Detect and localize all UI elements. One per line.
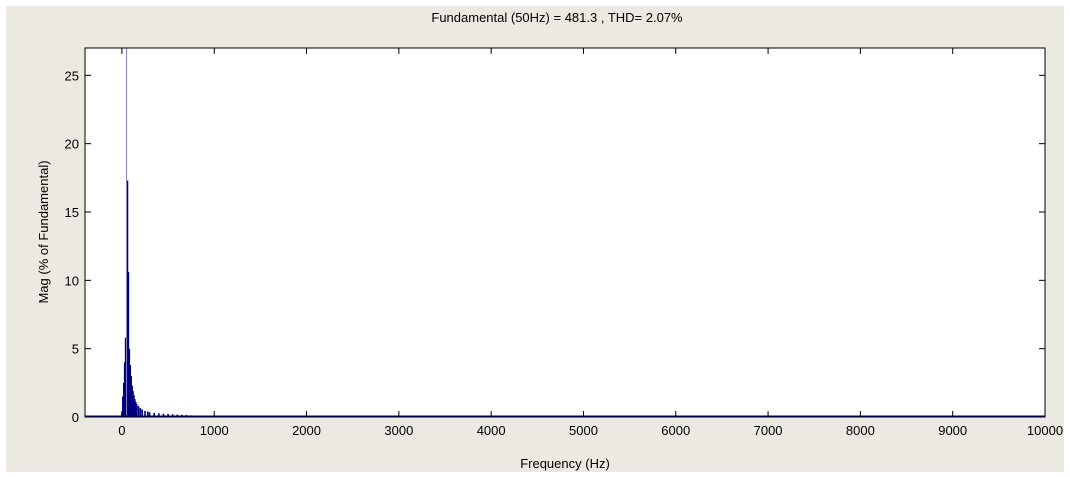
- harmonic-bar: [144, 410, 146, 417]
- harmonic-bar: [133, 395, 135, 417]
- y-tick-label: 25: [65, 68, 79, 83]
- x-tick-label: 2000: [292, 423, 321, 438]
- harmonic-bar: [158, 413, 160, 417]
- harmonic-bar: [124, 337, 127, 417]
- harmonic-bar: [128, 348, 131, 417]
- harmonic-bar: [122, 396, 124, 417]
- x-tick-label: 1000: [200, 423, 229, 438]
- x-tick-label: 6000: [661, 423, 690, 438]
- harmonic-bar: [131, 385, 133, 417]
- harmonic-bar: [167, 413, 169, 417]
- x-tick-label: 8000: [846, 423, 875, 438]
- y-tick-label: 10: [65, 273, 79, 288]
- x-tick-label: 0: [118, 423, 125, 438]
- y-tick-label: 5: [72, 342, 79, 357]
- harmonic-bar: [162, 413, 165, 417]
- harmonic-bar: [132, 391, 134, 417]
- harmonic-bar: [134, 399, 136, 417]
- axis-ticks: 0 1000 2000 3000 4000 5000 6000 7000 8000 9000 100…: [65, 48, 1063, 438]
- x-tick-label: 9000: [938, 423, 967, 438]
- y-tick-label: 20: [65, 137, 79, 152]
- x-tick-label: 4000: [477, 423, 506, 438]
- x-tick-label: 7000: [754, 423, 783, 438]
- y-tick-label: 0: [72, 410, 79, 425]
- harmonic-bars: [121, 180, 192, 417]
- harmonic-bar: [137, 406, 140, 417]
- harmonic-bar: [129, 365, 132, 417]
- x-tick-label: 5000: [569, 423, 598, 438]
- harmonic-bar: [153, 412, 156, 417]
- harmonic-bar: [148, 412, 151, 417]
- x-tick-label: 10000: [1027, 423, 1063, 438]
- x-tick-label: 3000: [384, 423, 413, 438]
- plot-frame: [84, 47, 1046, 418]
- harmonic-bar: [130, 376, 132, 417]
- chart-title: Fundamental (50Hz) = 481.3 , THD= 2.07%: [431, 10, 683, 25]
- harmonic-bar: [146, 411, 149, 417]
- harmonic-bar: [135, 404, 138, 417]
- spectrum-chart: Fundamental (50Hz) = 481.3 , THD= 2.07% …: [36, 10, 1063, 471]
- plot-area: [85, 48, 1045, 417]
- harmonic-bar: [141, 409, 144, 417]
- harmonic-bar: [139, 408, 142, 417]
- figure-window: Fundamental (50Hz) = 481.3 , THD= 2.07% …: [6, 6, 1064, 472]
- harmonic-bar: [123, 362, 126, 417]
- harmonic-bar: [134, 401, 137, 417]
- y-axis-label: Mag (% of Fundamental): [36, 160, 51, 303]
- y-tick-label: 15: [65, 205, 79, 220]
- harmonic-bar: [122, 382, 125, 417]
- harmonic-bar: [127, 272, 130, 417]
- x-axis-label: Frequency (Hz): [520, 456, 610, 471]
- harmonic-bar: [126, 180, 129, 417]
